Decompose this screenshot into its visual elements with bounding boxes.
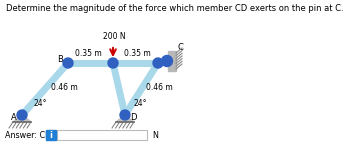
Text: 0.35 m: 0.35 m xyxy=(75,48,102,57)
Circle shape xyxy=(63,58,73,68)
Text: A: A xyxy=(11,113,17,122)
Text: Answer: CD =: Answer: CD = xyxy=(5,131,61,140)
Circle shape xyxy=(108,58,118,68)
Text: 0.46 m: 0.46 m xyxy=(146,83,172,92)
Polygon shape xyxy=(13,115,31,122)
Text: 200 N: 200 N xyxy=(103,32,125,41)
Text: 24°: 24° xyxy=(34,99,48,108)
Circle shape xyxy=(120,110,130,120)
Polygon shape xyxy=(116,115,134,122)
Text: C: C xyxy=(177,42,183,51)
Text: Determine the magnitude of the force which member CD exerts on the pin at C.: Determine the magnitude of the force whi… xyxy=(6,4,344,13)
Text: 0.35 m: 0.35 m xyxy=(124,48,151,57)
Text: D: D xyxy=(130,113,136,122)
Text: N: N xyxy=(152,131,158,140)
Circle shape xyxy=(153,58,163,68)
Bar xyxy=(46,130,56,140)
Bar xyxy=(57,130,147,140)
Text: B: B xyxy=(57,55,63,64)
Bar xyxy=(168,51,176,71)
Text: i: i xyxy=(49,131,52,140)
Circle shape xyxy=(161,55,173,66)
Text: 0.46 m: 0.46 m xyxy=(51,83,78,92)
Text: 24°: 24° xyxy=(133,99,147,108)
Circle shape xyxy=(17,110,27,120)
